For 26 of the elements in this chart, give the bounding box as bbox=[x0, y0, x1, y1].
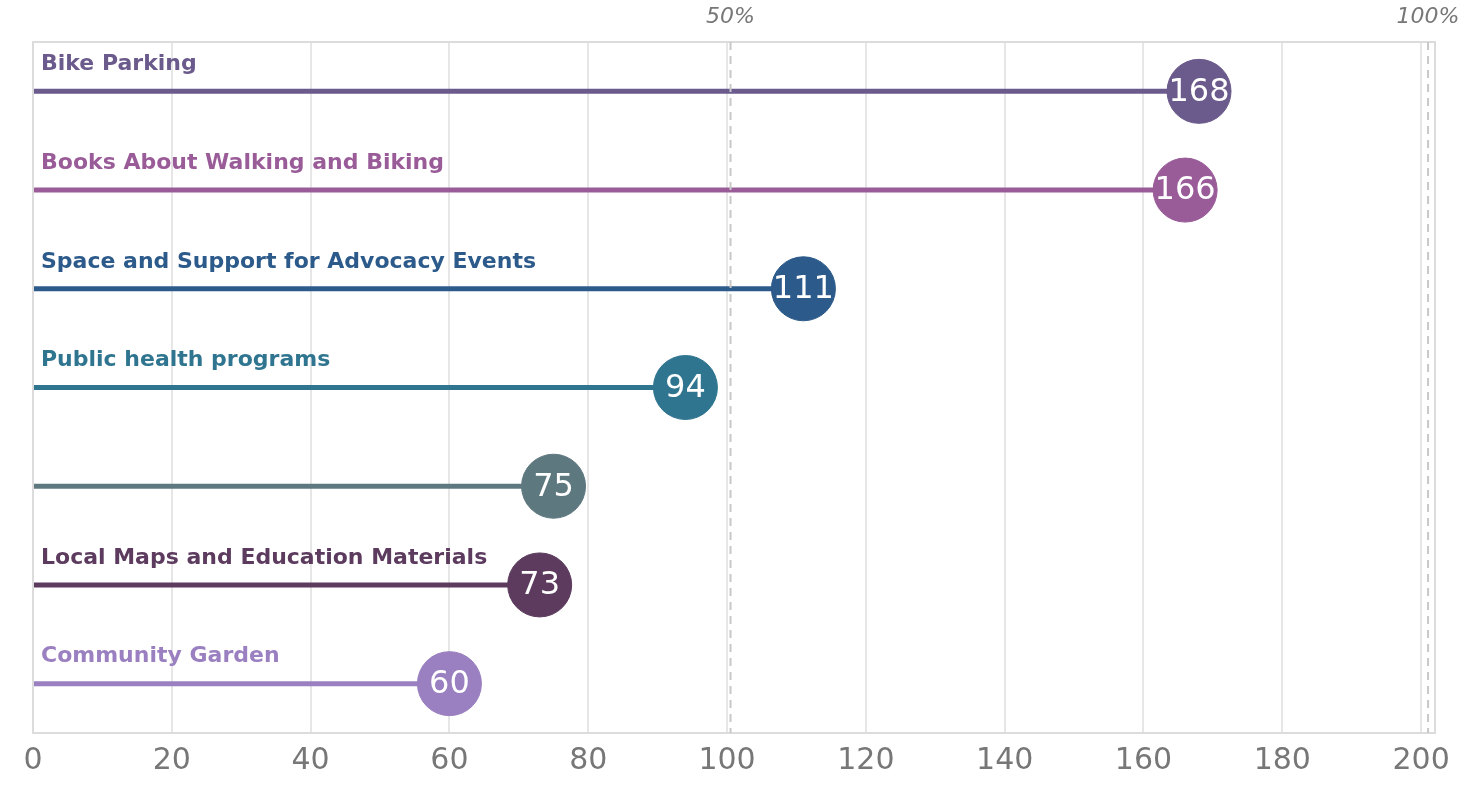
x-tick-label: 180 bbox=[1253, 740, 1311, 776]
x-tick-label: 20 bbox=[152, 740, 191, 776]
data-label: 60 bbox=[429, 662, 470, 701]
data-label: 94 bbox=[665, 366, 706, 405]
x-tick-label: 100 bbox=[698, 740, 756, 776]
x-tick-label: 160 bbox=[1114, 740, 1173, 776]
y-tick-label: Bike Parking bbox=[41, 50, 197, 76]
data-label: 111 bbox=[772, 268, 834, 307]
y-tick-label: Community Garden bbox=[41, 642, 280, 668]
data-label: 168 bbox=[1168, 70, 1230, 109]
x-tick-label: 80 bbox=[569, 740, 608, 776]
data-label: 166 bbox=[1154, 169, 1216, 208]
text: 50% bbox=[706, 2, 755, 28]
x-tick-label: 40 bbox=[291, 740, 330, 776]
x-tick-label: 140 bbox=[976, 740, 1034, 776]
text: 100% bbox=[1396, 2, 1460, 28]
data-label: 73 bbox=[519, 564, 561, 603]
y-tick-label: Books About Walking and Biking bbox=[41, 148, 445, 174]
data-label: 75 bbox=[533, 465, 574, 504]
y-tick-label: Public health programs bbox=[41, 346, 331, 372]
x-tick-label: 0 bbox=[23, 740, 43, 776]
x-tick-label: 120 bbox=[837, 740, 895, 776]
x-tick-label: 60 bbox=[430, 740, 469, 776]
x-tick-label: 200 bbox=[1392, 740, 1450, 776]
y-tick-label: Local Maps and Education Materials bbox=[41, 543, 488, 569]
y-tick-label: Space and Support for Advocacy Events bbox=[41, 247, 537, 273]
